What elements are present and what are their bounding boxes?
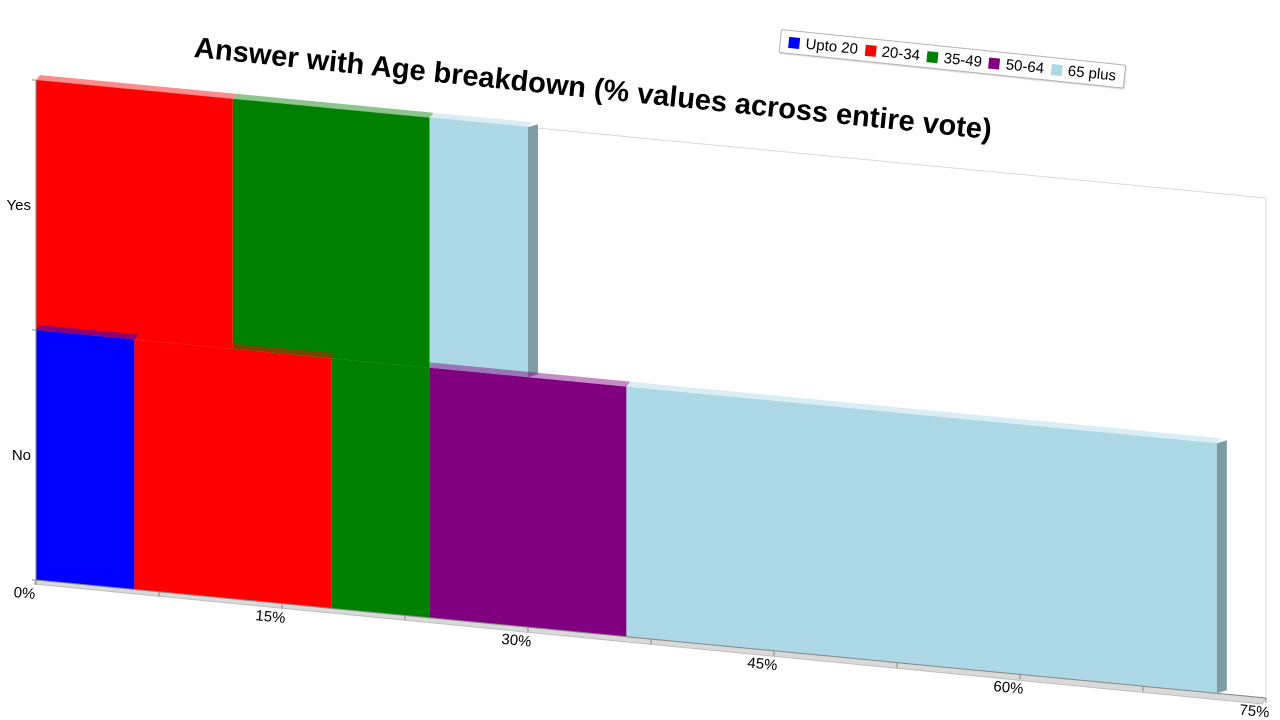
value-tick-label-1: 15% bbox=[255, 607, 287, 627]
value-tick-label-4: 60% bbox=[993, 678, 1025, 698]
value-tick-label-3: 45% bbox=[747, 654, 779, 674]
bar-group bbox=[36, 75, 1227, 694]
category-label-no: No bbox=[12, 447, 31, 464]
bar-no-20-34 bbox=[134, 339, 332, 609]
bar-top-no-35-49 bbox=[331, 353, 434, 368]
bar-top-no-50-64 bbox=[429, 362, 631, 387]
value-tick-label-5: 75% bbox=[1239, 702, 1271, 720]
bar-no-65-plus bbox=[626, 386, 1217, 694]
bar-top-no-20-34 bbox=[134, 334, 336, 359]
category-label-yes: Yes bbox=[7, 197, 31, 214]
bar-no-50-64 bbox=[429, 367, 627, 637]
axes: Yes No 0% 15% 30% 45% 60% 75% bbox=[7, 79, 1271, 720]
value-tick-label-2: 30% bbox=[501, 631, 533, 651]
bar-yes-35-49 bbox=[232, 98, 430, 368]
bar-yes-65-plus bbox=[429, 117, 528, 378]
bar-no-upto-20 bbox=[36, 330, 135, 590]
bar-top-yes-35-49 bbox=[232, 93, 434, 118]
bar-yes-20-34 bbox=[36, 80, 233, 349]
bar-side-no bbox=[1216, 440, 1227, 694]
bar-top-no-65-plus bbox=[626, 381, 1221, 444]
value-tick-label-0: 0% bbox=[13, 584, 36, 603]
bar-no-35-49 bbox=[331, 358, 430, 618]
bar-top-no-upto-20 bbox=[36, 325, 139, 340]
bar-top-yes-20-34 bbox=[36, 75, 237, 99]
bar-side-yes bbox=[528, 124, 538, 378]
bar-top-yes-65-plus bbox=[429, 112, 532, 128]
